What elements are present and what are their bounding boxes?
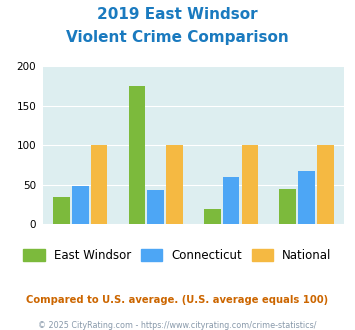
- Bar: [166, 145, 183, 224]
- Bar: [129, 86, 145, 224]
- Bar: [204, 209, 220, 224]
- Bar: [298, 171, 315, 224]
- Text: 2019 East Windsor: 2019 East Windsor: [97, 7, 258, 21]
- Bar: [72, 185, 89, 224]
- Text: © 2025 CityRating.com - https://www.cityrating.com/crime-statistics/: © 2025 CityRating.com - https://www.city…: [38, 321, 317, 330]
- Text: Compared to U.S. average. (U.S. average equals 100): Compared to U.S. average. (U.S. average …: [26, 295, 329, 305]
- Bar: [147, 190, 164, 224]
- Bar: [317, 145, 334, 224]
- Bar: [91, 145, 108, 224]
- Bar: [223, 177, 240, 224]
- Legend: East Windsor, Connecticut, National: East Windsor, Connecticut, National: [18, 244, 337, 266]
- Bar: [53, 197, 70, 224]
- Text: Violent Crime Comparison: Violent Crime Comparison: [66, 30, 289, 45]
- Bar: [242, 145, 258, 224]
- Bar: [279, 189, 296, 224]
